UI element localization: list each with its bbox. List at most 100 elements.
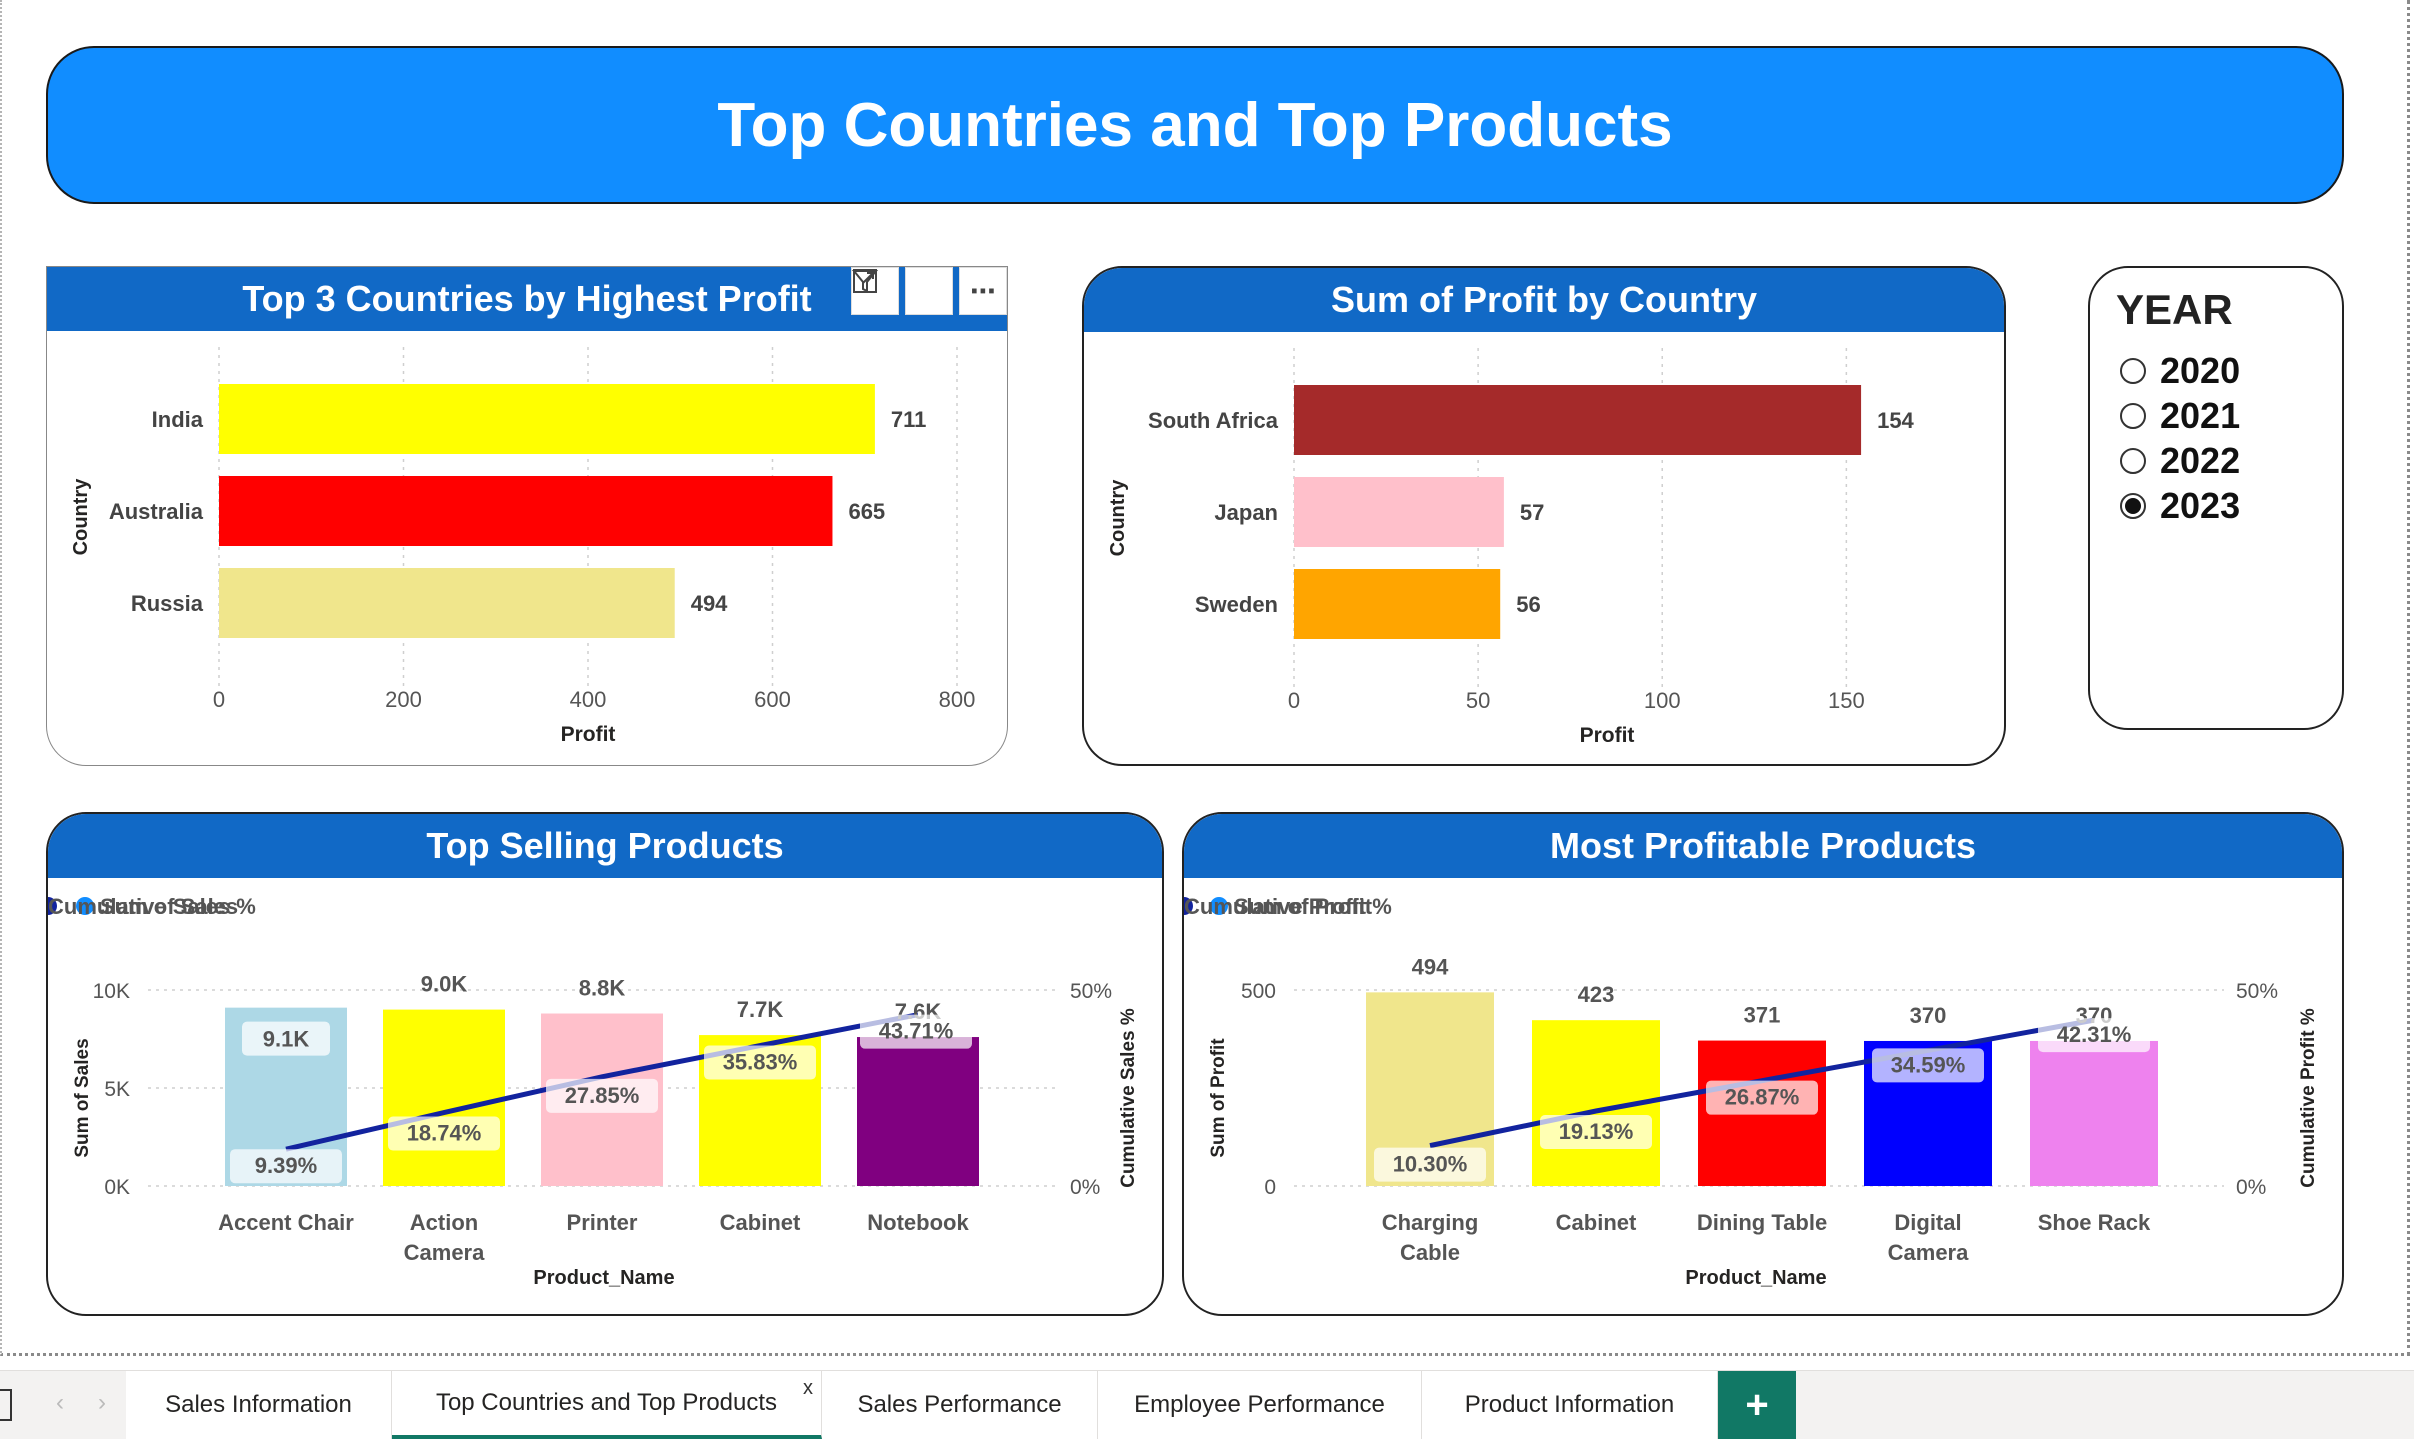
line-data-label: 35.83% — [723, 1050, 798, 1075]
line-label-bg — [230, 1149, 342, 1184]
line-data-label: 18.74% — [407, 1121, 482, 1146]
bar-action-camera — [383, 1009, 505, 1186]
legend-label: Cumulative Profit % — [1184, 894, 1392, 919]
data-label: 56 — [1516, 592, 1540, 617]
y-axis-title: Sum of Sales — [72, 1038, 93, 1157]
category-label: Australia — [109, 499, 204, 524]
top-selling-products-chart-card[interactable]: Top Selling Products Sum of Sales Cumulat… — [46, 812, 1164, 1316]
bar-data-label: 8.8K — [579, 976, 626, 1001]
radio-icon[interactable] — [2120, 447, 2146, 474]
y2-tick-label: 50% — [1070, 980, 1112, 1003]
x-tick-label: 50 — [1466, 688, 1490, 713]
line-label-bg — [546, 1078, 658, 1113]
y2-tick-label: 0% — [1070, 1176, 1100, 1199]
top-countries-chart-card[interactable]: Top 3 Countries by Highest Profit 0 200 40… — [46, 266, 1008, 766]
close-tab-icon[interactable]: x — [803, 1377, 813, 1399]
bar-shoe-rack — [2030, 1040, 2158, 1186]
category-label: Accent Chair — [218, 1210, 354, 1235]
x-tick-label: 150 — [1828, 688, 1865, 713]
radio-icon[interactable] — [2120, 492, 2146, 519]
line-label-bg — [1374, 1147, 1486, 1182]
category-label: South Africa — [1148, 408, 1279, 433]
line-data-label: 34.59% — [1891, 1052, 1966, 1077]
y-axis-title: Sum of Profit — [1208, 1038, 1229, 1158]
chart-title-text: Most Profitable Products — [1549, 825, 1977, 866]
bar-data-label: 7.7K — [737, 997, 784, 1022]
legend-marker-bar — [1210, 897, 1228, 915]
tab-sales-performance[interactable]: Sales Performance — [822, 1371, 1098, 1439]
category-label: India — [152, 407, 204, 432]
next-page-icon[interactable]: › — [98, 1389, 106, 1416]
x-tick-label: 0 — [213, 687, 225, 712]
bar-india — [219, 384, 875, 454]
page-navigator-icon[interactable] — [0, 1389, 12, 1421]
year-option-2023[interactable]: 2023 — [2120, 483, 2240, 528]
bar-russia — [219, 568, 675, 638]
line-data-label: 42.31% — [2057, 1022, 2132, 1047]
category-label: Russia — [131, 591, 204, 616]
line-label-bg — [388, 1116, 500, 1151]
tab-product-information[interactable]: Product Information — [1422, 1371, 1718, 1439]
tab-label: Top Countries and Top Products — [435, 1389, 778, 1416]
chart-title: Top Selling Products — [48, 814, 1162, 878]
tab-label: Sales Information — [165, 1391, 352, 1418]
tab-employee-performance[interactable]: Employee Performance — [1098, 1371, 1422, 1439]
previous-page-icon[interactable]: ‹ — [56, 1389, 64, 1416]
report-canvas — [0, 0, 2410, 1356]
y2-axis-title: Cumulative Sales % — [1118, 1008, 1139, 1188]
category-label: Camera — [404, 1240, 485, 1265]
bar-sweden — [1294, 569, 1501, 639]
radio-icon[interactable] — [2120, 402, 2146, 429]
add-page-button[interactable]: + — [1718, 1371, 1796, 1439]
year-option-2022[interactable]: 2022 — [2120, 438, 2240, 483]
bar-data-label: 423 — [1578, 982, 1615, 1007]
bar-australia — [219, 476, 833, 546]
x-axis-title: Profit — [1580, 724, 1635, 747]
radio-icon[interactable] — [2120, 357, 2146, 384]
y2-tick-label: 0% — [2236, 1176, 2266, 1199]
year-option-2020[interactable]: 2020 — [2120, 348, 2240, 393]
more-options-icon[interactable]: ⋯ — [959, 267, 1007, 315]
y-axis-title: Country — [70, 478, 92, 556]
category-label: Japan — [1214, 500, 1278, 525]
tab-top-countries-and-top-products[interactable]: Top Countries and Top Products x — [392, 1371, 822, 1439]
x-axis-title: Profit — [561, 723, 616, 746]
year-option-2021[interactable]: 2021 — [2120, 393, 2240, 438]
line-label-bg — [1706, 1080, 1818, 1115]
y2-axis-title: Cumulative Profit % — [2298, 1008, 2319, 1188]
tab-label: Sales Performance — [857, 1391, 1062, 1418]
category-label: Digital — [1894, 1210, 1961, 1235]
category-label: Cabinet — [1556, 1210, 1637, 1235]
category-label: Cable — [1400, 1240, 1460, 1265]
x-axis-title: Product_Name — [533, 1267, 674, 1289]
bar-japan — [1294, 477, 1504, 547]
chart-title-text: Top Selling Products — [426, 825, 784, 866]
bar-data-label: 9.0K — [421, 972, 468, 997]
chart-title-text: Sum of Profit by Country — [1331, 279, 1757, 320]
focus-mode-icon[interactable] — [853, 267, 953, 315]
year-slicer: YEAR 2020 2021 2022 2023 — [2088, 266, 2344, 730]
line-label-bg — [860, 1014, 972, 1049]
year-slicer-title: YEAR — [2116, 286, 2233, 333]
legend-label: Sum of Sales — [100, 894, 238, 919]
legend-marker-bar — [76, 897, 94, 915]
category-label: Printer — [567, 1210, 638, 1235]
y-tick-label: 0K — [104, 1176, 130, 1199]
category-label: Notebook — [867, 1210, 969, 1235]
x-tick-label: 100 — [1644, 688, 1681, 713]
bar-data-label: 494 — [1412, 954, 1449, 979]
data-label-bg — [242, 1021, 330, 1056]
line-data-label: 27.85% — [565, 1083, 640, 1108]
bar-notebook — [857, 1037, 979, 1186]
line-data-label: 43.71% — [879, 1019, 954, 1044]
line-label-bg — [2038, 1018, 2150, 1053]
profit-by-country-chart-card[interactable]: Sum of Profit by Country 0 50 100 150 Profit… — [1082, 266, 2006, 766]
category-label: Sweden — [1195, 592, 1278, 617]
chart-title: Top 3 Countries by Highest Profit — [47, 267, 1007, 331]
chart-title: Sum of Profit by Country — [1084, 268, 2004, 332]
tab-sales-information[interactable]: Sales Information — [126, 1371, 392, 1439]
category-label: Action — [410, 1210, 478, 1235]
most-profitable-products-chart-card[interactable]: Most Profitable Products Sum of Profit Cu… — [1182, 812, 2344, 1316]
x-tick-label: 0 — [1288, 688, 1300, 713]
y-axis-title: Country — [1107, 479, 1129, 557]
